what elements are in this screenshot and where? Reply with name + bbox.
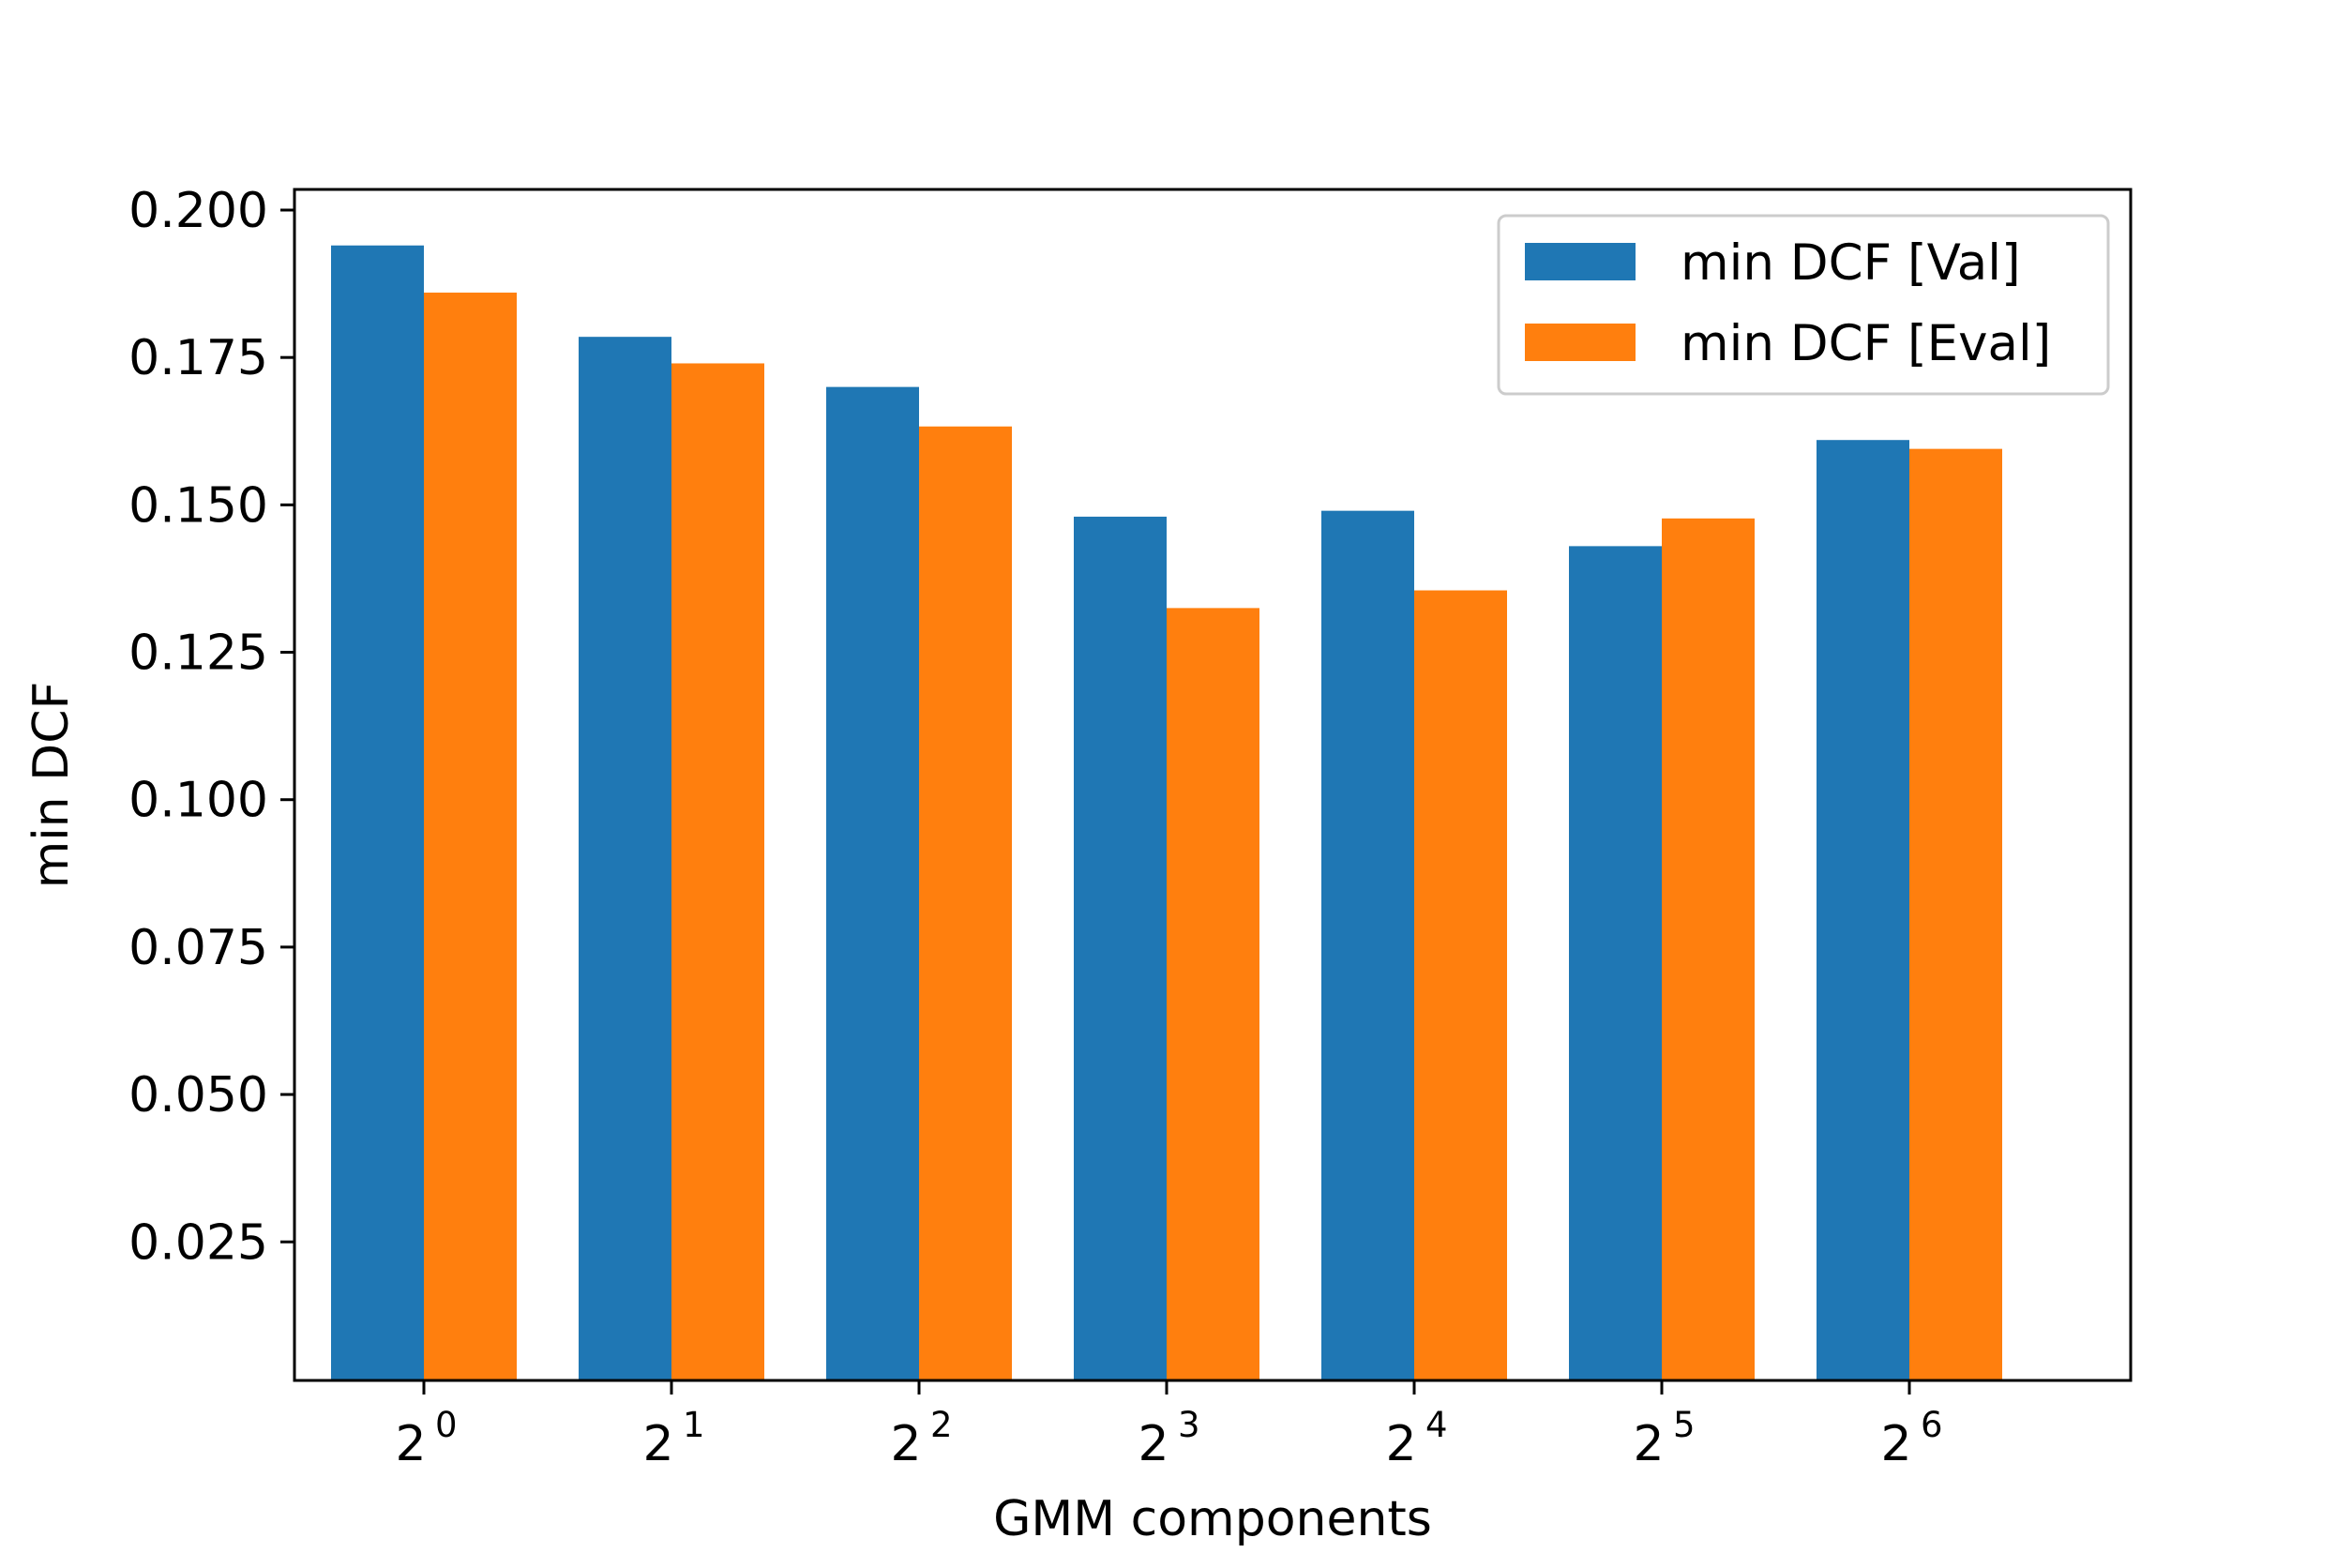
bar-val-4 [1321,510,1414,1380]
bar-val-2 [826,386,919,1381]
x-tick-label-exponent: 1 [683,1405,705,1445]
bar-eval-0 [424,293,517,1380]
y-axis-ticks: 0.025 0.050 0.075 0.100 0.125 0.150 0.175 0.200 [128,183,294,1271]
x-tick-label-exponent: 3 [1178,1405,1200,1445]
x-tick-label-exponent: 4 [1425,1405,1448,1445]
x-tick-label-exponent: 5 [1673,1405,1696,1445]
x-tick-label-base: 2 [1633,1416,1664,1472]
legend-label-val: min DCF [Val] [1681,234,2021,292]
bars-group [331,245,2002,1381]
x-axis-label: GMM components [993,1491,1432,1547]
legend-swatch-eval [1525,324,1636,361]
bar-eval-1 [671,363,764,1380]
bar-val-1 [579,337,671,1380]
bar-val-5 [1569,546,1662,1380]
bar-eval-2 [919,426,1012,1381]
bar-eval-4 [1414,590,1507,1380]
plot-frame [293,188,2133,1382]
legend-swatch-val [1525,243,1636,280]
y-tick-label: 0.025 [128,1214,268,1271]
legend: min DCF [Val] min DCF [Eval] [1497,214,2110,396]
x-tick-label-base: 2 [1385,1416,1416,1472]
x-tick-label-base: 2 [890,1416,921,1472]
bar-val-0 [331,245,424,1380]
bar-eval-6 [1909,448,2002,1380]
x-tick-label-base: 2 [1880,1416,1911,1472]
x-tick-label-base: 2 [642,1416,673,1472]
y-tick-label: 0.100 [128,773,268,829]
bar-val-6 [1817,440,1909,1380]
x-tick-label-base: 2 [395,1416,426,1472]
y-tick-label: 0.175 [128,330,268,386]
bar-eval-5 [1662,518,1755,1380]
y-tick-label: 0.125 [128,626,268,682]
bar-val-3 [1074,516,1167,1380]
y-tick-label: 0.050 [128,1067,268,1123]
x-tick-label-exponent: 6 [1921,1405,1943,1445]
bar-eval-3 [1167,608,1259,1380]
legend-box [1497,214,2110,396]
x-tick-label-exponent: 0 [435,1405,458,1445]
y-tick-label: 0.150 [128,477,268,534]
y-tick-label: 0.200 [128,183,268,239]
legend-label-eval: min DCF [Eval] [1681,315,2051,372]
x-tick-label-base: 2 [1138,1416,1168,1472]
y-tick-label: 0.075 [128,920,268,976]
x-tick-label-exponent: 2 [930,1405,953,1445]
y-axis-label: min DCF [23,682,80,889]
